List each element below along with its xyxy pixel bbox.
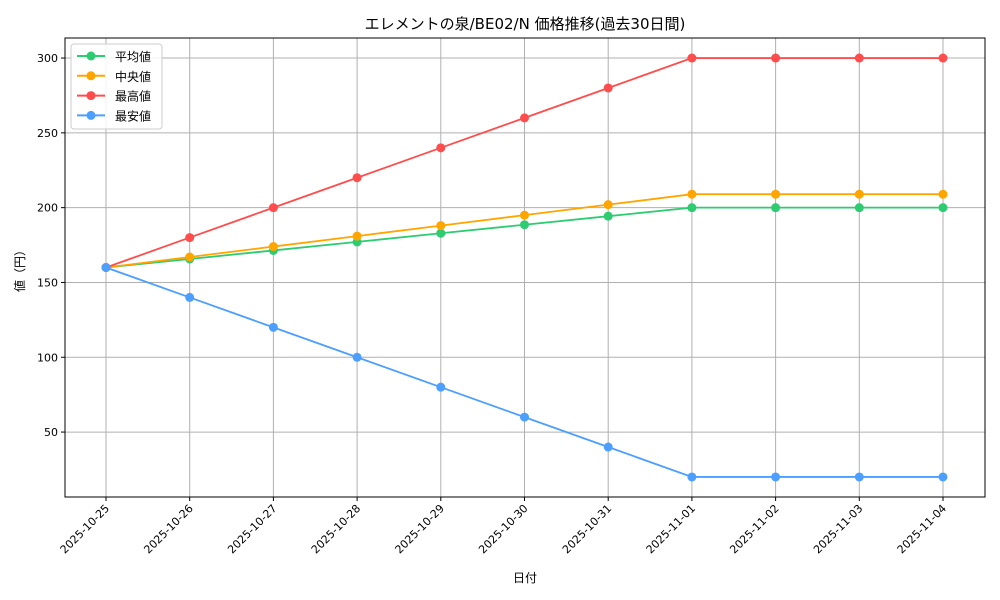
data-point: [603, 83, 613, 93]
data-point: [771, 189, 781, 199]
legend-label: 平均値: [115, 49, 151, 64]
legend-box: [70, 43, 163, 130]
y-tick-label: 100: [37, 351, 58, 364]
data-point: [687, 53, 697, 63]
x-tick-label: 2025-10-26: [141, 502, 195, 556]
data-point: [687, 189, 697, 199]
legend-label: 中央値: [115, 69, 151, 84]
data-point: [938, 472, 948, 482]
x-tick-label: 2025-11-02: [727, 502, 781, 556]
data-point: [268, 242, 278, 252]
data-point: [436, 228, 446, 238]
x-tick-label: 2025-10-30: [476, 502, 530, 556]
data-point: [352, 231, 362, 241]
y-tick-label: 300: [37, 52, 58, 65]
data-point: [436, 382, 446, 392]
y-tick-label: 200: [37, 202, 58, 215]
legend-marker: [86, 110, 96, 120]
data-point: [185, 233, 195, 243]
data-point: [603, 442, 613, 452]
data-point: [436, 143, 446, 153]
data-point: [520, 210, 529, 220]
data-point: [603, 211, 613, 221]
x-tick-label: 2025-10-28: [309, 502, 363, 556]
legend-label: 最高値: [115, 89, 151, 104]
x-tick-label: 2025-11-01: [644, 502, 698, 556]
data-point: [101, 263, 111, 272]
chart-title: エレメントの泉/BE02/N 価格推移(過去30日間): [365, 15, 686, 33]
data-point: [436, 221, 446, 231]
data-point: [352, 352, 362, 362]
x-axis-label: 日付: [513, 571, 537, 585]
data-point: [854, 189, 864, 199]
data-point: [603, 200, 613, 210]
legend-marker: [86, 51, 96, 61]
data-point: [687, 203, 697, 213]
data-point: [520, 220, 529, 230]
x-tick-label: 2025-10-29: [393, 502, 447, 556]
data-point: [520, 412, 529, 422]
y-tick-label: 250: [37, 127, 58, 140]
legend-marker: [86, 91, 96, 101]
data-point: [185, 252, 195, 262]
x-tick-label: 2025-10-25: [58, 502, 112, 556]
data-point: [268, 322, 278, 332]
legend-label: 最安値: [115, 108, 151, 123]
data-point: [185, 292, 195, 302]
y-axis-label: 値（円）: [12, 244, 27, 292]
data-point: [854, 472, 864, 482]
x-tick-label: 2025-11-03: [811, 502, 865, 556]
y-tick-label: 150: [37, 276, 58, 289]
data-point: [268, 203, 278, 213]
data-point: [352, 173, 362, 183]
y-tick-label: 50: [44, 426, 58, 439]
data-point: [938, 189, 948, 199]
legend-marker: [86, 71, 96, 81]
data-point: [854, 203, 864, 213]
x-tick-label: 2025-10-27: [225, 502, 279, 556]
data-point: [687, 472, 697, 482]
data-point: [771, 203, 781, 213]
data-point: [854, 53, 864, 63]
data-point: [520, 113, 529, 123]
data-point: [938, 53, 948, 63]
x-tick-label: 2025-11-04: [895, 502, 949, 556]
x-tick-label: 2025-10-31: [560, 502, 614, 556]
data-point: [771, 53, 781, 63]
data-point: [771, 472, 781, 482]
data-point: [938, 203, 948, 213]
